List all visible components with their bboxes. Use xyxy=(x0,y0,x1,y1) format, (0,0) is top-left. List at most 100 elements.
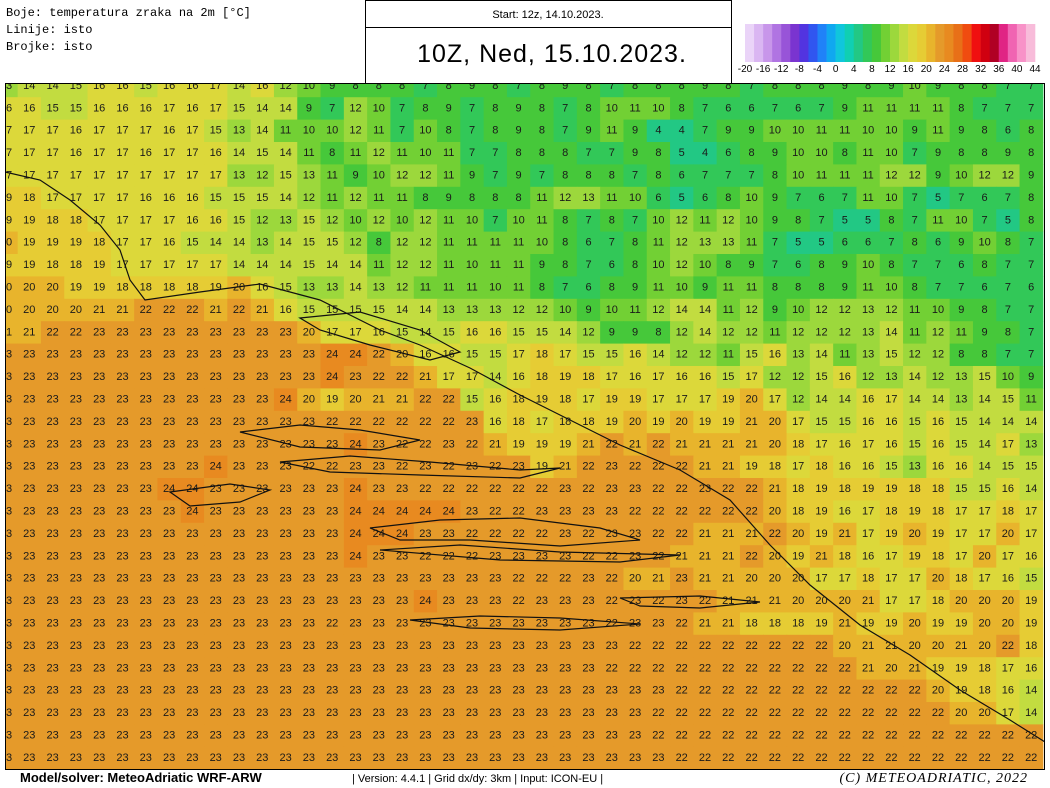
field-cell xyxy=(903,83,927,98)
field-cell xyxy=(856,388,881,412)
field-cell xyxy=(180,366,205,389)
grid-value: 16 xyxy=(629,371,641,383)
field-cell xyxy=(17,522,42,546)
grid-value: 23 xyxy=(326,730,338,742)
grid-value: 22 xyxy=(629,640,641,652)
field-cell xyxy=(763,657,788,681)
field-cell xyxy=(926,321,951,345)
field-cell xyxy=(390,679,415,703)
grid-value: 14 xyxy=(210,237,222,249)
grid-value: 15 xyxy=(582,349,594,361)
field-cell xyxy=(716,97,741,121)
grid-value: 23 xyxy=(443,618,455,630)
field-cell xyxy=(670,657,694,681)
grid-value: 23 xyxy=(536,640,548,652)
grid-value: 23 xyxy=(466,416,478,428)
field-cell xyxy=(530,388,555,412)
field-cell xyxy=(716,522,741,546)
grid-value: 23 xyxy=(116,618,128,630)
field-cell xyxy=(600,679,624,703)
grid-value: 22 xyxy=(1025,752,1037,764)
grid-value: 15 xyxy=(1025,573,1037,585)
field-cell xyxy=(460,276,485,300)
grid-value: 6 xyxy=(935,237,941,249)
field-cell xyxy=(623,522,648,546)
field-cell xyxy=(879,455,904,479)
grid-value: 17 xyxy=(116,125,128,137)
grid-value: 23 xyxy=(210,349,222,361)
field-cell xyxy=(786,209,811,233)
grid-value: 18 xyxy=(978,662,990,674)
grid-value: 18 xyxy=(46,214,58,226)
field-cell xyxy=(879,478,904,501)
field-cell xyxy=(623,164,648,188)
field-cell xyxy=(739,545,764,569)
field-cell xyxy=(763,388,788,412)
field-cell xyxy=(809,164,834,188)
grid-value: 7 xyxy=(772,237,778,249)
field-cell xyxy=(110,500,135,524)
field-cell xyxy=(576,142,601,165)
grid-value: 23 xyxy=(233,349,245,361)
grid-value: 22 xyxy=(792,685,804,697)
grid-value: 22 xyxy=(978,752,990,764)
grid-value: 14 xyxy=(978,416,990,428)
grid-value: 23 xyxy=(256,707,268,719)
grid-value: 14 xyxy=(699,304,711,316)
grid-value: 23 xyxy=(140,550,152,562)
grid-value: 23 xyxy=(303,640,315,652)
grid-value: 9 xyxy=(632,125,638,137)
field-cell xyxy=(437,119,461,143)
grid-value: 8 xyxy=(562,147,568,159)
field-cell xyxy=(809,97,834,121)
field-cell xyxy=(506,276,531,300)
field-cell xyxy=(809,298,834,322)
field-cell xyxy=(646,410,671,434)
field-cell xyxy=(437,321,461,345)
grid-value: 21 xyxy=(769,595,781,607)
grid-value: 22 xyxy=(909,730,921,742)
field-cell xyxy=(180,410,205,434)
field-cell xyxy=(786,254,811,277)
field-cell xyxy=(972,500,997,524)
field-cell xyxy=(553,298,578,322)
field-cell xyxy=(413,478,438,501)
field-cell xyxy=(483,321,508,345)
grid-value: 23 xyxy=(93,662,105,674)
field-cell xyxy=(553,366,578,389)
field-cell xyxy=(506,366,531,389)
colorbar-swatch xyxy=(772,24,782,62)
field-cell xyxy=(64,590,89,613)
field-cell xyxy=(460,97,485,121)
grid-value: 22 xyxy=(745,752,757,764)
field-cell xyxy=(110,612,135,636)
grid-value: 23 xyxy=(419,662,431,674)
field-cell xyxy=(506,478,531,501)
field-cell xyxy=(530,119,555,143)
grid-value: 8 xyxy=(632,237,638,249)
field-cell xyxy=(833,119,857,143)
field-cell xyxy=(227,433,252,457)
grid-value: 22 xyxy=(373,371,385,383)
field-cell xyxy=(553,343,578,367)
field-cell xyxy=(437,142,461,165)
grid-value: 21 xyxy=(629,438,641,450)
grid-value: 22 xyxy=(489,483,501,495)
grid-value: 23 xyxy=(373,438,385,450)
field-cell xyxy=(716,590,741,613)
grid-value: 11 xyxy=(466,237,477,249)
field-cell xyxy=(134,433,158,457)
field-cell xyxy=(972,119,997,143)
grid-value: 13 xyxy=(792,349,804,361)
grid-value: 10 xyxy=(745,214,757,226)
field-cell xyxy=(623,590,648,613)
field-cell xyxy=(64,455,89,479)
field-cell xyxy=(856,567,881,591)
grid-value: 9 xyxy=(1005,147,1011,159)
field-cell xyxy=(227,522,252,546)
field-cell xyxy=(343,500,368,524)
field-cell xyxy=(856,634,881,658)
field-cell xyxy=(227,366,252,389)
grid-value: 13 xyxy=(885,371,897,383)
field-cell xyxy=(180,209,205,233)
